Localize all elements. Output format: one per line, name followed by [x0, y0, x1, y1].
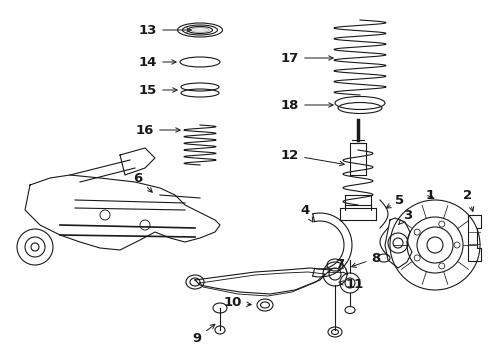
Text: 10: 10	[224, 297, 251, 310]
Text: 18: 18	[280, 99, 332, 112]
Text: 12: 12	[280, 149, 344, 166]
Text: 8: 8	[351, 252, 380, 267]
Text: 11: 11	[338, 279, 364, 292]
Ellipse shape	[191, 27, 208, 32]
Text: 5: 5	[386, 194, 404, 208]
Text: 6: 6	[133, 171, 152, 192]
Text: 16: 16	[136, 123, 180, 136]
Text: 9: 9	[192, 324, 215, 345]
Text: 13: 13	[139, 23, 191, 36]
Text: 4: 4	[300, 203, 312, 222]
Text: 2: 2	[463, 189, 473, 211]
Text: 17: 17	[280, 51, 332, 64]
Text: 1: 1	[425, 189, 434, 202]
Text: 15: 15	[139, 84, 177, 96]
Text: 14: 14	[139, 55, 176, 68]
Text: 7: 7	[335, 258, 347, 274]
Text: 3: 3	[398, 208, 412, 225]
